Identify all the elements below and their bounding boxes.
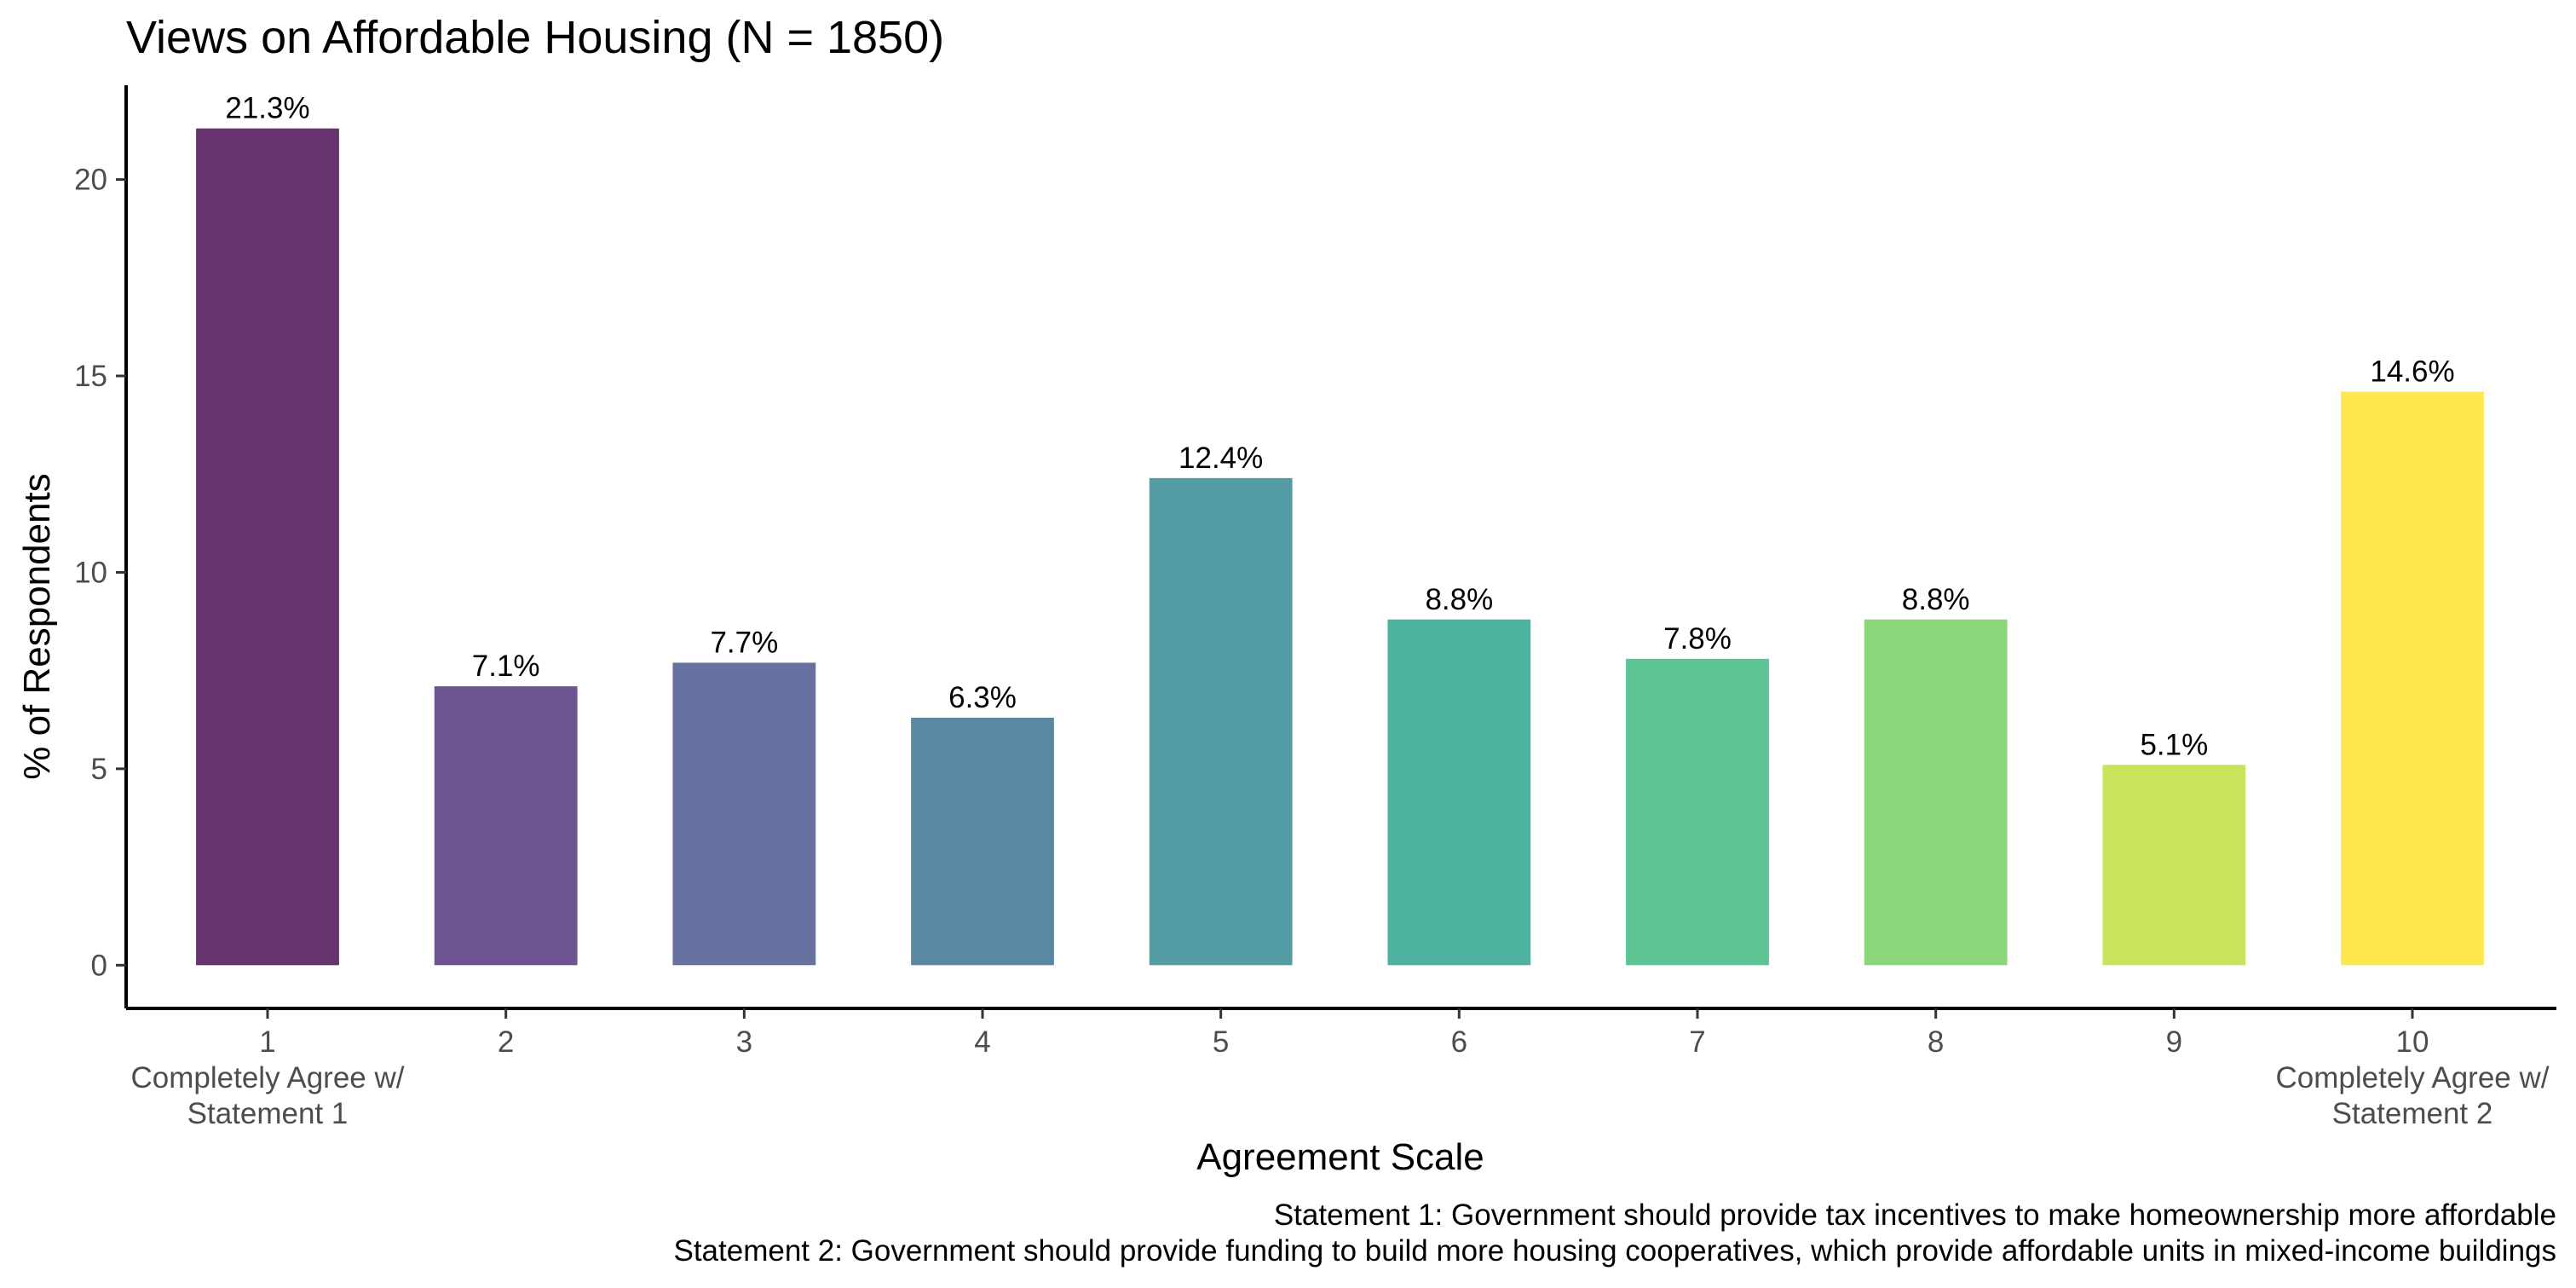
data-label-9: 5.1% bbox=[2140, 728, 2208, 761]
data-label-5: 12.4% bbox=[1179, 442, 1263, 475]
x-axis-title: Agreement Scale bbox=[1196, 1136, 1484, 1178]
y-tick-label: 10 bbox=[74, 556, 107, 589]
x-tick-label-2: 2 bbox=[498, 1025, 514, 1059]
x-tick-sublabel-1: Completely Agree w/ bbox=[131, 1061, 405, 1095]
data-label-4: 6.3% bbox=[948, 681, 1017, 714]
x-tick-label-8: 8 bbox=[1928, 1025, 1944, 1059]
y-tick-label: 15 bbox=[74, 360, 107, 393]
bar-9 bbox=[2102, 765, 2246, 966]
data-label-8: 8.8% bbox=[1902, 583, 1970, 616]
x-tick-label-10: 10 bbox=[2396, 1025, 2429, 1059]
data-label-6: 8.8% bbox=[1425, 583, 1493, 616]
bar-10 bbox=[2341, 391, 2484, 966]
x-tick-sublabel-1: Statement 1 bbox=[187, 1097, 349, 1130]
x-tick-label-9: 9 bbox=[2166, 1025, 2182, 1059]
data-label-10: 14.6% bbox=[2370, 355, 2454, 388]
data-label-3: 7.7% bbox=[710, 626, 778, 659]
bar-1 bbox=[196, 128, 339, 966]
y-tick-label: 20 bbox=[74, 164, 107, 197]
y-tick-label: 0 bbox=[91, 949, 107, 982]
caption-statement-2: Statement 2: Government should provide f… bbox=[673, 1234, 2556, 1268]
bar-7 bbox=[1626, 658, 1769, 966]
x-tick-label-1: 1 bbox=[259, 1025, 275, 1059]
x-tick-label-5: 5 bbox=[1213, 1025, 1229, 1059]
bars-group bbox=[196, 128, 2484, 966]
bar-4 bbox=[911, 717, 1054, 966]
bar-5 bbox=[1149, 477, 1293, 966]
bar-6 bbox=[1387, 619, 1531, 966]
data-label-1: 21.3% bbox=[225, 92, 309, 125]
x-tick-label-3: 3 bbox=[736, 1025, 752, 1059]
x-tick-sublabel-10: Completely Agree w/ bbox=[2276, 1061, 2550, 1095]
y-tick-label: 5 bbox=[91, 753, 107, 786]
data-label-2: 7.1% bbox=[472, 650, 540, 683]
y-axis: 0 5 10 15 20 bbox=[74, 85, 128, 1008]
x-tick-label-4: 4 bbox=[974, 1025, 990, 1059]
x-tick-label-6: 6 bbox=[1451, 1025, 1467, 1059]
data-label-7: 7.8% bbox=[1663, 622, 1732, 656]
x-tick-sublabel-10: Statement 2 bbox=[2332, 1097, 2493, 1130]
data-labels-group: 21.3% 7.1% 7.7% 6.3% 12.4% 8.8% 7.8% 8.8% 5.1% 14… bbox=[225, 92, 2454, 762]
bar-2 bbox=[434, 686, 578, 966]
chart-title: Views on Affordable Housing (N = 1850) bbox=[126, 12, 944, 63]
bar-8 bbox=[1864, 619, 2008, 966]
x-tick-label-7: 7 bbox=[1689, 1025, 1705, 1059]
y-axis-title: % of Respondents bbox=[16, 473, 58, 780]
caption-statement-1: Statement 1: Government should provide t… bbox=[1274, 1198, 2556, 1232]
bar-3 bbox=[672, 662, 816, 966]
